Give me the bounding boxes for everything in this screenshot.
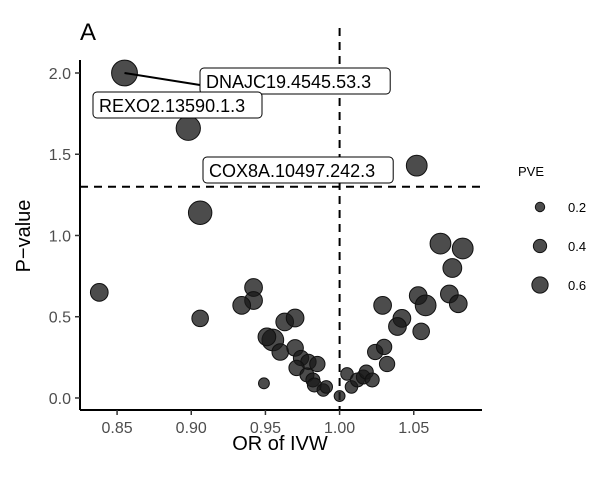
legend-label: 0.2: [568, 200, 586, 215]
data-point: [429, 232, 452, 255]
point-label: REXO2.13590.1.3: [99, 96, 245, 116]
y-axis-label: P−value: [13, 200, 35, 273]
x-tick-label: 0.95: [250, 420, 281, 437]
data-point: [319, 380, 334, 394]
label-box: [202, 156, 394, 184]
data-point: [232, 296, 252, 315]
legend-key: [534, 201, 546, 213]
data-point: [388, 317, 407, 336]
data-point: [89, 283, 109, 302]
label-box: [199, 67, 391, 95]
x-tick-label: 1.05: [398, 420, 429, 437]
data-point: [175, 115, 201, 141]
data-point: [187, 200, 213, 225]
data-point: [191, 309, 209, 328]
data-point: [412, 322, 430, 341]
x-tick-label: 0.85: [102, 420, 133, 437]
data-point: [405, 154, 428, 177]
data-point: [257, 327, 277, 347]
y-tick-label: 1.0: [49, 228, 71, 245]
legend-label: 0.4: [568, 239, 586, 254]
y-tick-label: 0.0: [49, 391, 71, 408]
y-tick-label: 0.5: [49, 310, 71, 327]
y-tick-label: 2.0: [49, 66, 71, 83]
legend-label: 0.6: [568, 278, 586, 293]
label-box: [92, 91, 263, 119]
legend-key: [532, 238, 548, 254]
data-point: [333, 390, 346, 402]
data-point: [442, 258, 463, 278]
x-tick-label: 0.90: [176, 420, 207, 437]
data-point: [448, 294, 468, 314]
data-point: [451, 237, 474, 260]
x-tick-label: 1.00: [324, 420, 355, 437]
point-label: DNAJC19.4545.53.3: [206, 72, 371, 92]
x-axis-label: OR of IVW: [232, 433, 328, 455]
data-point: [364, 372, 380, 388]
panel-label: A: [80, 19, 96, 46]
data-point: [309, 355, 326, 373]
label-leader-line: [124, 72, 201, 86]
y-tick-label: 1.5: [49, 147, 71, 164]
point-label: COX8A.10497.242.3: [209, 161, 375, 181]
data-point: [375, 338, 393, 356]
data-point: [378, 355, 396, 373]
legend-title: PVE: [518, 164, 544, 179]
legend-key: [531, 276, 549, 294]
data-point: [373, 296, 392, 315]
data-point: [414, 294, 437, 317]
data-point: [258, 377, 270, 390]
data-point: [285, 308, 305, 328]
data-point: [271, 343, 290, 361]
